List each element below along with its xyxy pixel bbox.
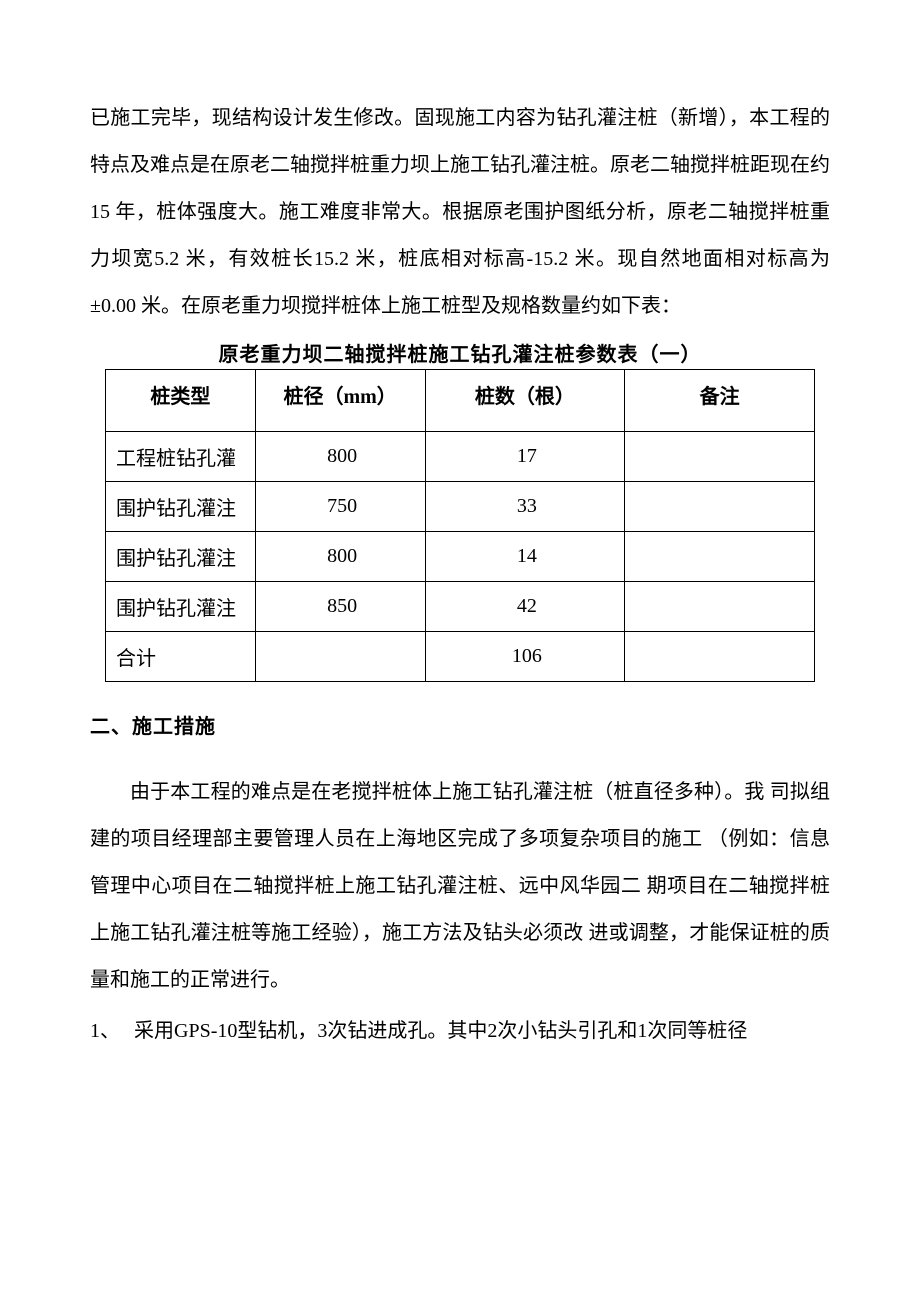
table-row: 围护钻孔灌注 850 42	[106, 582, 815, 632]
cell-diameter	[255, 632, 425, 682]
table-title: 原老重力坝二轴搅拌桩施工钻孔灌注桩参数表（一）	[90, 338, 830, 367]
list-number: 1、	[90, 1008, 134, 1055]
params-table: 桩类型 桩径（mm） 桩数（根） 备注 工程桩钻孔灌 800 17 围护钻孔灌注…	[105, 369, 815, 682]
col-header-remark: 备注	[625, 370, 815, 432]
cell-remark	[625, 532, 815, 582]
cell-remark	[625, 432, 815, 482]
cell-remark	[625, 482, 815, 532]
cell-type: 围护钻孔灌注	[106, 582, 256, 632]
cell-diameter: 800	[255, 432, 425, 482]
cell-count: 42	[425, 582, 625, 632]
cell-type: 工程桩钻孔灌	[106, 432, 256, 482]
table-row: 工程桩钻孔灌 800 17	[106, 432, 815, 482]
list-item: 1、采用GPS-10型钻机，3次钻进成孔。其中2次小钻头引孔和1次同等桩径	[90, 1008, 830, 1055]
measures-paragraph: 由于本工程的难点是在老搅拌桩体上施工钻孔灌注桩（桩直径多种）。我 司拟组建的项目…	[90, 769, 830, 1004]
col-header-count: 桩数（根）	[425, 370, 625, 432]
cell-remark	[625, 632, 815, 682]
cell-count: 17	[425, 432, 625, 482]
section-heading: 二、施工措施	[90, 710, 830, 739]
intro-paragraph: 已施工完毕，现结构设计发生修改。固现施工内容为钻孔灌注桩（新增），本工程的特点及…	[90, 95, 830, 330]
cell-count: 33	[425, 482, 625, 532]
cell-diameter: 800	[255, 532, 425, 582]
cell-type: 围护钻孔灌注	[106, 482, 256, 532]
cell-type: 围护钻孔灌注	[106, 532, 256, 582]
cell-remark	[625, 582, 815, 632]
col-header-type: 桩类型	[106, 370, 256, 432]
table-row: 围护钻孔灌注 800 14	[106, 532, 815, 582]
cell-diameter: 850	[255, 582, 425, 632]
cell-count: 14	[425, 532, 625, 582]
table-row-total: 合计 106	[106, 632, 815, 682]
list-text: 采用GPS-10型钻机，3次钻进成孔。其中2次小钻头引孔和1次同等桩径	[134, 1020, 747, 1042]
cell-diameter: 750	[255, 482, 425, 532]
cell-type: 合计	[106, 632, 256, 682]
cell-count: 106	[425, 632, 625, 682]
table-row: 围护钻孔灌注 750 33	[106, 482, 815, 532]
table-header-row: 桩类型 桩径（mm） 桩数（根） 备注	[106, 370, 815, 432]
col-header-diameter: 桩径（mm）	[255, 370, 425, 432]
